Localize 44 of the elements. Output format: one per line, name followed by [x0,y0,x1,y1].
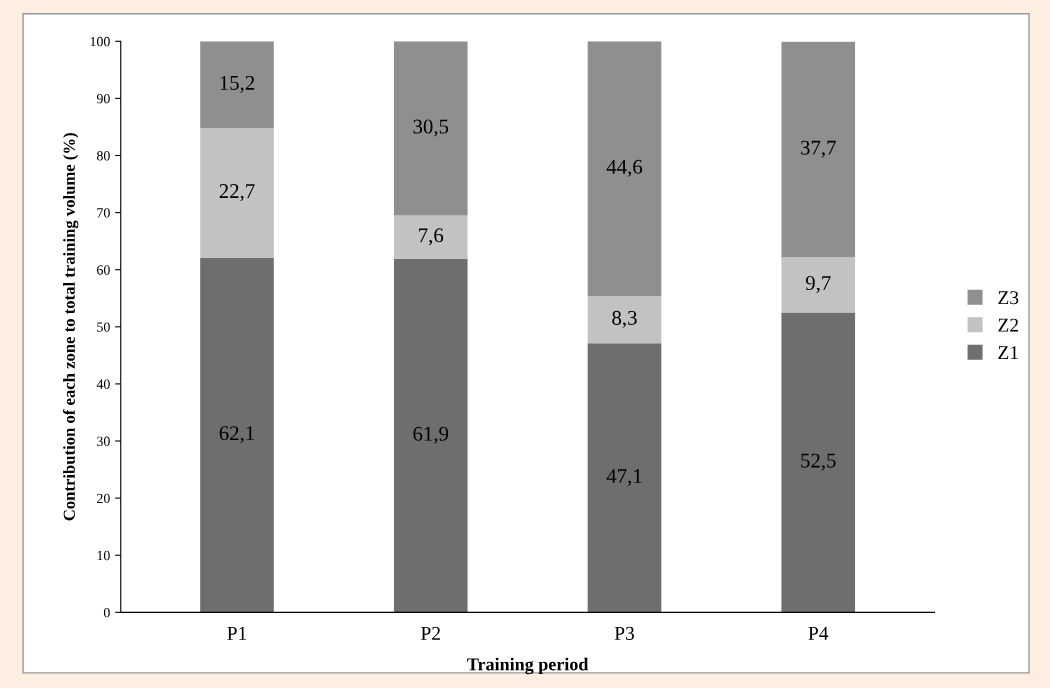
y-tick-label: 70 [97,208,110,218]
data-label: 47,1 [606,469,642,487]
y-tick-label: 10 [97,550,110,561]
data-label: 44,6 [606,159,643,177]
data-label: 15,2 [220,75,255,93]
y-tick-label: 0 [103,607,110,618]
x-tick-label: P4 [808,626,829,640]
data-label: 61,9 [413,426,449,444]
y-axis-title: Contribution of each zone to total training volume (%) [62,133,79,521]
data-label: 30,5 [413,119,449,137]
legend-label: Z2 [998,318,1018,332]
y-tick-label: 80 [96,151,110,161]
bar [200,128,274,258]
data-label: 52,5 [801,453,836,471]
y-tick-label: 40 [96,379,110,389]
bar [393,258,468,613]
data-label: 9,7 [805,276,831,294]
bar [587,343,662,613]
x-tick-label: P3 [614,626,635,640]
bar [781,312,856,613]
data-label: 8,3 [612,310,637,328]
data-label: 22,7 [219,184,255,202]
bar [587,295,662,344]
x-axis-title: Training period [467,657,589,675]
legend-label: Z1 [998,346,1018,360]
y-tick-label: 60 [97,265,110,275]
legend-label: Z3 [998,291,1019,305]
bar [781,257,856,313]
y-tick-label: 30 [97,436,110,446]
bar [200,257,274,613]
bar [781,41,856,258]
y-tick-label: 20 [97,493,110,504]
x-tick-label: P1 [227,626,247,640]
y-tick-label: 90 [96,93,110,104]
x-tick-label: P2 [421,626,440,640]
data-label: 62,1 [219,426,254,444]
bar [393,41,468,216]
bar [200,41,274,129]
y-tick-label: 100 [90,36,110,47]
bar [587,41,662,296]
y-tick-label: 50 [97,322,110,332]
bar [393,215,468,259]
data-label: 7,6 [419,228,444,246]
data-label: 37,7 [801,140,836,158]
